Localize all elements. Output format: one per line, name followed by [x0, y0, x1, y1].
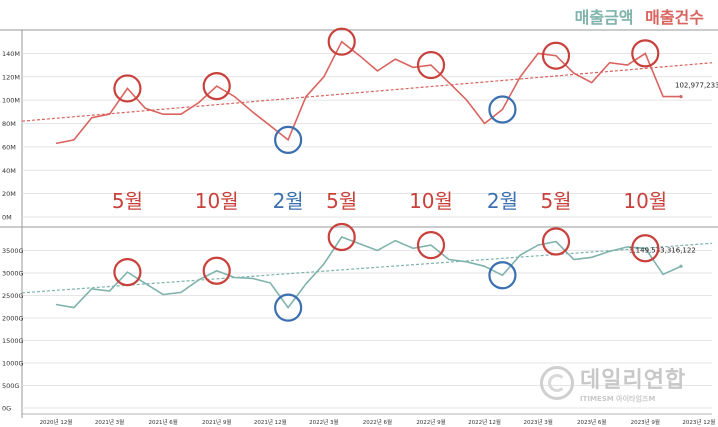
- y-tick-label: 1500G: [2, 337, 24, 345]
- month-annotation-label: 2월: [487, 189, 518, 213]
- watermark-subtitle: ITIMESM 아이타임즈M: [580, 395, 656, 403]
- y-tick-label: 2500G: [2, 292, 24, 300]
- trough-highlight-circle: [488, 95, 517, 124]
- x-tick-label: 2023년 9월: [631, 418, 660, 426]
- y-tick-label: 0M: [2, 214, 12, 222]
- trough-highlight-circle: [274, 125, 303, 154]
- legend-count: 매출건수: [645, 8, 704, 27]
- x-tick-label: 2023년 3월: [523, 418, 552, 426]
- y-tick-label: 1000G: [2, 360, 24, 368]
- x-tick-label: 2021년 12월: [254, 418, 287, 426]
- x-tick-label: 2022년 9월: [416, 418, 445, 426]
- y-tick-label: 40M: [2, 167, 16, 175]
- x-tick-label: 2023년 6월: [577, 418, 606, 426]
- x-tick-label: 2022년 6월: [363, 418, 392, 426]
- series-line: [55, 236, 682, 309]
- peak-highlight-circle: [416, 231, 446, 260]
- series-line: [55, 40, 681, 145]
- peak-highlight-circle: [416, 50, 446, 80]
- x-tick-label: 2023년 12월: [682, 418, 715, 426]
- x-tick-label: 2021년 3월: [95, 418, 124, 426]
- peak-highlight-circle: [541, 41, 571, 70]
- series-end-point: [679, 264, 683, 268]
- month-annotation-label: 10월: [195, 189, 239, 213]
- y-tick-label: 2000G: [2, 315, 24, 323]
- legend-amount: 매출금액: [574, 8, 634, 27]
- y-tick-label: 100M: [2, 97, 20, 105]
- peak-highlight-circle: [631, 39, 660, 68]
- x-tick-label: 2021년 6월: [148, 418, 177, 426]
- x-tick-label: 2021년 9월: [202, 418, 231, 426]
- trend-line: [21, 62, 713, 122]
- trough-highlight-circle: [274, 293, 303, 322]
- watermark: 데일리연합 ITIMESM 아이타임즈M: [540, 362, 712, 412]
- peak-highlight-circle: [327, 27, 356, 56]
- x-tick-label: 2022년 3월: [309, 418, 338, 426]
- peak-highlight-circle: [113, 74, 142, 103]
- trend-line: [21, 242, 713, 294]
- y-tick-label: 3000G: [2, 270, 24, 278]
- trough-highlight-circle: [488, 261, 517, 290]
- y-tick-label: 500G: [2, 382, 19, 390]
- peak-highlight-circle: [631, 234, 660, 263]
- series-end-point: [679, 95, 683, 99]
- x-tick-label: 2020년 12월: [40, 418, 73, 426]
- month-annotation-label: 5월: [112, 189, 143, 213]
- month-annotation-label: 2월: [273, 189, 304, 213]
- chart-legend: 매출금액 매출건수: [569, 4, 704, 28]
- y-tick-label: 120M: [2, 73, 20, 81]
- watermark-logo-icon: [540, 366, 574, 400]
- month-annotation-label: 10월: [623, 189, 667, 213]
- y-tick-label: 60M: [2, 143, 16, 151]
- watermark-title: 데일리연합: [580, 368, 687, 393]
- month-annotation-label: 5월: [326, 189, 357, 213]
- y-tick-label: 3500G: [2, 247, 24, 255]
- peak-highlight-circle: [327, 222, 356, 252]
- peak-highlight-circle: [202, 256, 231, 285]
- y-tick-label: 80M: [2, 120, 16, 128]
- amount-panel: 0G 500G 1000G 1500G 2000G 2500G 3000G 3500G 3,14…: [2, 222, 715, 426]
- peak-highlight-circle: [541, 227, 571, 256]
- y-tick-label: 140M: [2, 50, 20, 58]
- month-annotation-label: 5월: [540, 189, 571, 213]
- peak-highlight-circle: [113, 258, 142, 287]
- count-panel: 0M 20M 40M 60M 80M 100M 120M 140M 102,977,233 5월 1…: [2, 27, 718, 222]
- end-value-label: 102,977,233: [675, 82, 718, 90]
- y-tick-label: 20M: [2, 190, 16, 198]
- y-tick-label: 0G: [2, 405, 11, 413]
- x-tick-label: 2022년 12월: [468, 418, 501, 426]
- month-annotation-label: 10월: [409, 189, 453, 213]
- peak-highlight-circle: [202, 71, 231, 101]
- end-value-label: 3,149,533,316,122: [629, 246, 696, 254]
